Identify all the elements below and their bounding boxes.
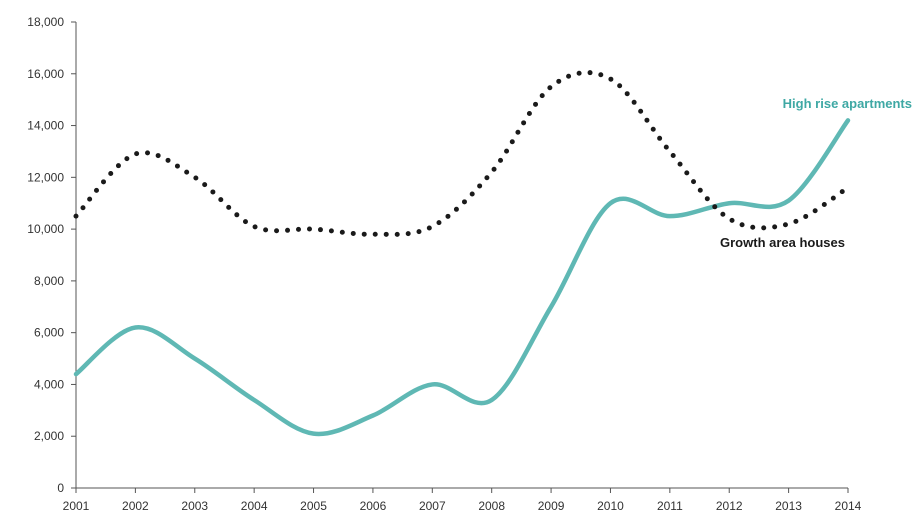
x-tick-label: 2012 xyxy=(716,499,743,513)
y-tick-label: 14,000 xyxy=(27,119,64,133)
series-line-growth-area-houses xyxy=(73,70,851,237)
x-tick-label: 2014 xyxy=(835,499,862,513)
x-tick-label: 2002 xyxy=(122,499,149,513)
x-tick-label: 2001 xyxy=(63,499,90,513)
series-layer xyxy=(73,70,851,437)
x-tick-label: 2004 xyxy=(241,499,268,513)
x-tick-label: 2013 xyxy=(775,499,802,513)
chart-axes xyxy=(75,22,848,489)
x-axis-ticks: 2001 2002 2003 2004 2005 2006 2007 2008 2009 2010… xyxy=(63,488,862,513)
x-tick-label: 2007 xyxy=(419,499,446,513)
series-line-high-rise-apartments xyxy=(73,118,851,437)
y-tick-label: 10,000 xyxy=(27,222,64,236)
x-tick-label: 2009 xyxy=(538,499,565,513)
x-tick-label: 2003 xyxy=(181,499,208,513)
y-tick-label: 16,000 xyxy=(27,67,64,81)
y-tick-label: 18,000 xyxy=(27,15,64,29)
x-tick-label: 2011 xyxy=(657,499,683,513)
y-tick-label: 8,000 xyxy=(34,274,64,288)
y-tick-label: 6,000 xyxy=(34,326,64,340)
y-tick-label: 2,000 xyxy=(34,429,64,443)
y-tick-label: 4,000 xyxy=(34,377,64,391)
series-label-high-rise-apartments: High rise apartments xyxy=(783,96,912,111)
x-tick-label: 2010 xyxy=(597,499,624,513)
y-tick-label: 12,000 xyxy=(27,170,64,184)
x-tick-label: 2008 xyxy=(478,499,505,513)
x-tick-label: 2006 xyxy=(360,499,387,513)
y-tick-label: 0 xyxy=(57,481,64,495)
series-label-growth-area-houses: Growth area houses xyxy=(720,235,845,250)
y-axis-ticks: 0 2,000 4,000 6,000 8,000 10,000 12,000 14,000 1… xyxy=(27,15,76,495)
x-tick-label: 2005 xyxy=(300,499,327,513)
